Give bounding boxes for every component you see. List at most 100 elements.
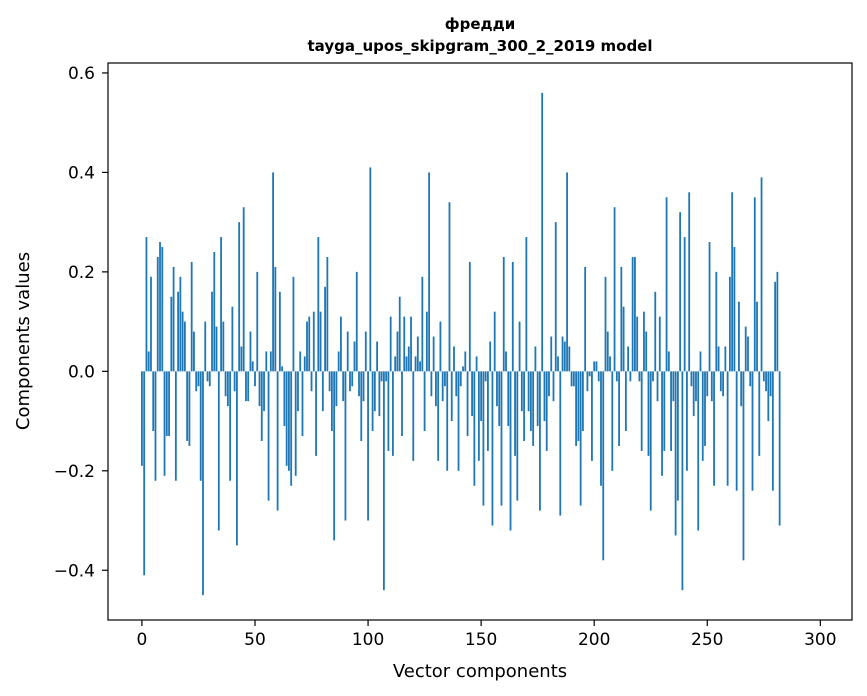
bar xyxy=(265,351,268,372)
bar xyxy=(346,331,349,372)
bar xyxy=(317,237,320,372)
bar xyxy=(480,371,483,422)
bar xyxy=(152,371,155,432)
bar xyxy=(435,371,437,407)
bar xyxy=(710,371,713,402)
bar xyxy=(715,271,718,372)
bar xyxy=(159,242,161,372)
bar xyxy=(272,172,274,372)
bar xyxy=(738,301,740,372)
bar xyxy=(170,296,173,372)
bar xyxy=(195,371,198,392)
bar xyxy=(532,371,535,446)
bar xyxy=(249,331,252,372)
bar xyxy=(563,341,566,372)
bar xyxy=(145,237,148,372)
x-tick-label: 100 xyxy=(352,630,384,650)
bar xyxy=(529,371,532,432)
bar xyxy=(369,167,372,372)
bar xyxy=(181,311,184,372)
bar xyxy=(389,316,392,372)
y-axis-ticks: −0.4 −0.2 0.0 0.2 0.4 0.6 xyxy=(54,64,108,581)
bar xyxy=(141,371,143,466)
bar xyxy=(233,371,236,392)
bar xyxy=(618,371,620,446)
bar xyxy=(147,351,150,372)
x-tick-label: 50 xyxy=(244,630,266,650)
bar xyxy=(172,266,175,372)
bar xyxy=(726,371,729,486)
bar xyxy=(319,311,322,372)
bar xyxy=(600,371,602,486)
bar xyxy=(236,371,238,546)
bar xyxy=(561,336,564,372)
bar xyxy=(602,371,605,561)
bar xyxy=(473,371,476,486)
bar xyxy=(559,371,562,516)
bar xyxy=(588,371,591,377)
bar xyxy=(405,356,408,372)
bar xyxy=(333,371,336,541)
bar xyxy=(177,291,180,372)
bar xyxy=(297,371,299,412)
bar xyxy=(708,242,711,372)
y-tick-label: 0.0 xyxy=(68,362,95,382)
bar xyxy=(425,311,428,372)
bar xyxy=(615,371,618,382)
bar xyxy=(344,371,347,521)
bar xyxy=(240,346,243,372)
bar xyxy=(728,276,731,372)
bar xyxy=(760,177,763,372)
bar xyxy=(321,371,324,412)
bar xyxy=(658,316,661,372)
bar xyxy=(269,351,272,372)
bar xyxy=(570,371,573,387)
bar xyxy=(360,371,363,441)
bar xyxy=(202,371,204,596)
bar xyxy=(643,311,645,372)
bar xyxy=(190,261,193,372)
bar xyxy=(213,251,216,372)
bar xyxy=(299,351,302,372)
bar xyxy=(699,351,702,372)
bar xyxy=(482,371,485,506)
bar xyxy=(448,202,451,372)
bar xyxy=(586,371,589,392)
bar xyxy=(667,351,670,372)
bar xyxy=(652,371,654,382)
bar xyxy=(597,371,600,382)
bar xyxy=(769,371,772,397)
bar xyxy=(735,371,738,491)
bar xyxy=(267,371,270,501)
bar xyxy=(566,172,568,372)
bar xyxy=(634,256,636,372)
bar xyxy=(627,346,630,372)
bar xyxy=(572,371,575,387)
bar xyxy=(593,361,596,372)
bar xyxy=(156,256,159,372)
bar xyxy=(577,371,580,441)
bar xyxy=(387,371,390,451)
bar xyxy=(416,336,419,372)
chart-title-line-2: tayga_upos_skipgram_300_2_2019 model xyxy=(308,37,653,55)
bar xyxy=(143,371,146,576)
bar xyxy=(525,237,528,372)
bar xyxy=(541,92,544,372)
bars-group xyxy=(141,92,781,596)
bar xyxy=(575,371,578,446)
bar xyxy=(464,351,467,372)
bar xyxy=(731,192,734,372)
bar xyxy=(509,371,512,531)
bar xyxy=(430,371,433,397)
bar xyxy=(493,311,496,372)
bar xyxy=(421,276,424,372)
bar xyxy=(548,371,550,397)
bar xyxy=(428,172,431,372)
bar xyxy=(217,371,220,531)
bar xyxy=(496,371,498,407)
bar xyxy=(719,371,722,392)
bar xyxy=(324,286,326,372)
bar xyxy=(211,291,213,372)
bar xyxy=(489,341,492,372)
bar xyxy=(174,371,177,481)
